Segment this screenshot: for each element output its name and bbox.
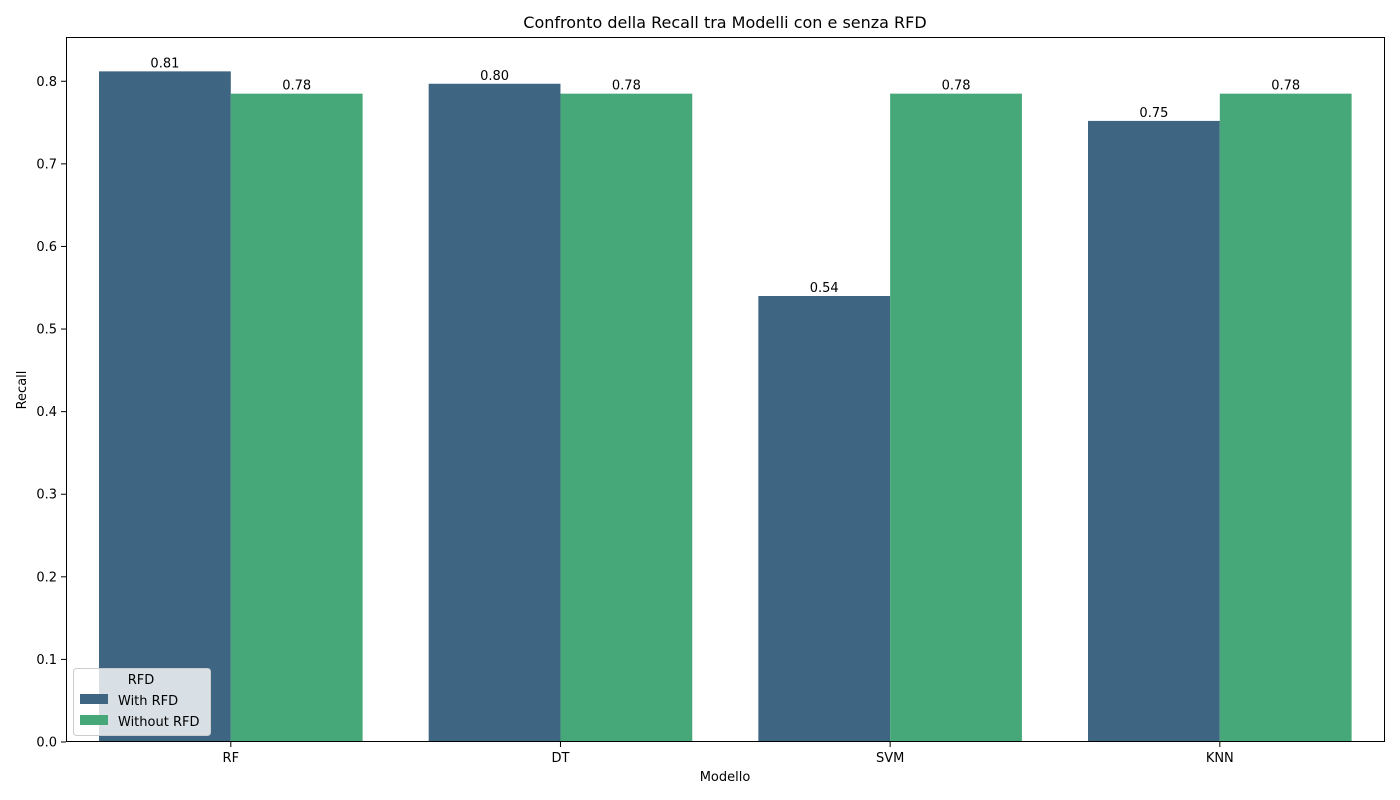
legend-label-without-rfd: Without RFD (118, 715, 199, 730)
data-label-knn-with-rfd: 0.75 (1139, 106, 1168, 121)
bar-knn-with-rfd (1088, 120, 1220, 742)
bar-dt-with-rfd (428, 83, 561, 742)
y-tick-label: 0.3 (36, 488, 57, 503)
bar-rf-without-rfd (230, 93, 363, 742)
legend-swatch-with-rfd (80, 694, 108, 704)
y-axis-label: Recall (15, 371, 30, 410)
y-tick-label: 0.0 (36, 736, 57, 751)
data-label-dt-without-rfd: 0.78 (612, 79, 641, 94)
data-label-knn-without-rfd: 0.78 (1271, 79, 1300, 94)
chart-title: Confronto della Recall tra Modelli con e… (523, 13, 926, 32)
legend-title: RFD (128, 673, 155, 688)
bar-svm-without-rfd (890, 93, 1022, 742)
data-label-rf-without-rfd: 0.78 (282, 79, 311, 94)
x-tick-label-svm: SVM (876, 751, 904, 766)
bars-group (99, 71, 1352, 743)
data-label-svm-with-rfd: 0.54 (810, 281, 839, 296)
bar-rf-with-rfd (99, 71, 231, 743)
y-tick-label: 0.7 (36, 157, 57, 172)
data-label-dt-with-rfd: 0.80 (480, 69, 509, 84)
data-labels-group: 0.81 0.80 0.54 0.75 0.78 0.78 0.78 0.78 (150, 56, 1300, 296)
y-tick-label: 0.1 (36, 653, 57, 668)
y-tick-label: 0.4 (36, 405, 57, 420)
x-axis-label: Modello (700, 770, 751, 785)
data-label-svm-without-rfd: 0.78 (942, 79, 971, 94)
y-axis: 0.0 0.1 0.2 0.3 0.4 0.5 0.6 0.7 0.8 (36, 75, 66, 751)
x-tick-label-rf: RF (223, 751, 240, 766)
x-tick-label-knn: KNN (1206, 751, 1234, 766)
plot-frame (66, 37, 1385, 742)
data-label-rf-with-rfd: 0.81 (150, 56, 179, 71)
legend-label-with-rfd: With RFD (118, 694, 178, 709)
y-tick-label: 0.2 (36, 570, 57, 585)
y-tick-label: 0.6 (36, 240, 57, 255)
bar-dt-without-rfd (560, 93, 693, 742)
y-tick-label: 0.5 (36, 323, 57, 338)
x-tick-label-dt: DT (551, 751, 569, 766)
legend: RFD With RFD Without RFD (73, 668, 211, 736)
legend-swatch-without-rfd (80, 715, 108, 725)
bar-knn-without-rfd (1219, 93, 1352, 742)
x-axis: RF DT SVM KNN (223, 742, 1234, 766)
bar-svm-with-rfd (758, 296, 891, 742)
y-tick-label: 0.8 (36, 75, 57, 90)
